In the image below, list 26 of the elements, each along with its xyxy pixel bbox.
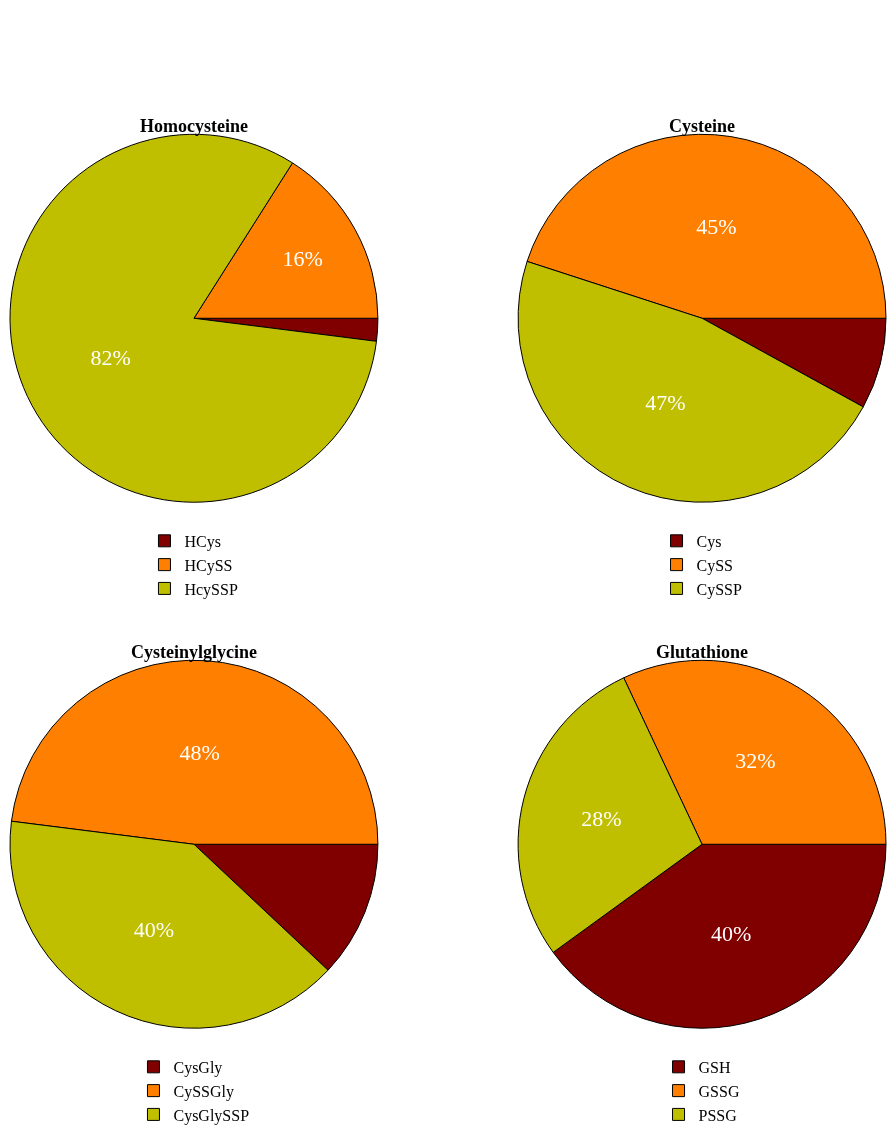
chart-title: Cysteinylglycine <box>130 642 257 663</box>
data-label: 47% <box>645 390 686 416</box>
legend-label: GSH <box>698 1059 731 1077</box>
data-label: 28% <box>581 805 622 831</box>
legend-label: CysGlySSP <box>173 1106 250 1125</box>
data-label: 40% <box>711 921 752 947</box>
legend-label: GSSG <box>698 1082 740 1100</box>
data-label: 32% <box>735 747 776 773</box>
legend-label: HCySS <box>184 556 233 575</box>
legend-label: CySS <box>696 556 734 575</box>
data-label: 40% <box>133 917 174 943</box>
data-label: 82% <box>90 344 131 370</box>
data-label: 48% <box>179 739 220 765</box>
data-label: 45% <box>696 214 737 240</box>
data-label: 16% <box>282 245 323 271</box>
legend-label: CySSGly <box>173 1082 234 1101</box>
legend-label: PSSG <box>698 1106 738 1124</box>
legend-label: HCys <box>184 533 221 552</box>
chart-title: Homocysteine <box>139 116 248 137</box>
chart-title: Glutathione <box>656 642 749 663</box>
legend-label: CysGly <box>173 1059 223 1078</box>
pie-slice <box>9 134 377 503</box>
chart-title: Cysteine <box>669 116 736 137</box>
legend-label: CySSP <box>696 580 743 599</box>
legend-label: HcySSP <box>184 580 238 599</box>
legend-label: Cys <box>696 533 722 552</box>
